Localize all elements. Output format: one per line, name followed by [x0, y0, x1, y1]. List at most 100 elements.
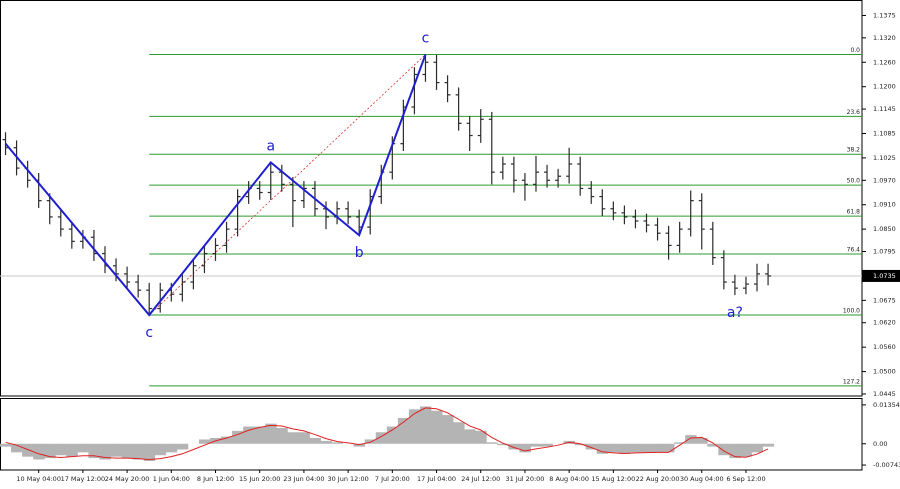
macd-bar	[685, 435, 697, 444]
macd-bar	[364, 439, 377, 444]
y-tick-label: 1.1200	[873, 83, 896, 91]
macd-bar	[419, 406, 432, 444]
macd-bar	[77, 443, 89, 453]
y-tick-label: 1.0970	[873, 176, 896, 184]
y-tick-label: 1.0910	[873, 201, 896, 209]
y-tick-label: 1.1260	[873, 58, 896, 66]
macd-bar	[618, 443, 631, 454]
y2-tick-label: 0.00	[873, 440, 887, 448]
macd-bar	[298, 432, 310, 444]
x-tick-label: 8 Aug 04:00	[549, 475, 589, 483]
x-tick-label: 10 May 04:00	[16, 475, 61, 483]
fib-label: 0.0	[850, 47, 860, 54]
macd-bar	[11, 443, 23, 453]
macd-bar	[497, 443, 509, 446]
macd-bar	[386, 426, 399, 444]
x-tick-label: 17 Jul 04:00	[417, 475, 456, 483]
macd-bar	[320, 440, 332, 444]
wave-label: b	[355, 245, 364, 261]
macd-bar	[464, 429, 476, 444]
macd-bar	[475, 430, 487, 444]
macd-bar	[574, 443, 587, 446]
macd-bar	[751, 443, 763, 453]
y-tick-label: 1.1025	[873, 154, 896, 162]
y2-tick-label: -0.00743	[873, 461, 900, 469]
macd-bar	[629, 443, 642, 453]
x-tick-label: 6 Sep 12:00	[726, 475, 765, 483]
macd-bar	[232, 430, 244, 444]
macd-bar	[88, 443, 100, 459]
macd-bar	[408, 409, 421, 444]
y-tick-label: 1.0675	[873, 296, 896, 304]
macd-bar	[729, 443, 741, 459]
macd-bar	[353, 443, 366, 447]
macd-bar	[287, 432, 299, 444]
main-pane-border	[0, 0, 863, 397]
y-tick-label: 1.1145	[873, 105, 896, 113]
macd-bar	[110, 443, 122, 457]
macd-bar	[707, 443, 719, 447]
x-tick-label: 1 Jun 04:00	[153, 475, 190, 483]
wave-label: a?	[727, 305, 743, 321]
macd-bar	[143, 443, 156, 461]
macd-bar	[453, 422, 465, 444]
x-tick-label: 17 May 12:00	[61, 475, 106, 483]
macd-bar	[176, 443, 189, 450]
macd-bar	[44, 443, 56, 459]
x-tick-label: 30 Jun 12:00	[327, 475, 368, 483]
macd-bar	[607, 443, 620, 453]
x-tick-label: 23 Jun 04:00	[283, 475, 324, 483]
macd-bar	[66, 443, 78, 457]
macd-bar	[663, 443, 675, 453]
current-price-label: 1.0735	[873, 272, 896, 280]
y-tick-label: 1.0445	[873, 390, 896, 398]
macd-bar	[276, 427, 288, 444]
macd-bar	[375, 432, 388, 444]
macd-bar	[22, 443, 34, 457]
macd-bar	[121, 443, 134, 459]
macd-bar	[508, 443, 520, 450]
fib-label: 38.2	[847, 147, 861, 154]
macd-bar	[243, 426, 255, 444]
y2-tick-label: 0.01354	[873, 401, 900, 409]
x-tick-label: 15 Aug 12:00	[591, 475, 635, 483]
macd-bar	[718, 443, 730, 456]
macd-bar	[762, 443, 774, 447]
macd-bar	[541, 443, 553, 447]
macd-bar	[309, 438, 321, 444]
fib-label: 76.4	[847, 246, 861, 253]
fib-label: 23.6	[847, 109, 861, 116]
current-price-box	[862, 269, 900, 282]
macd-signal	[5, 407, 769, 461]
macd-bar	[55, 443, 67, 456]
x-tick-label: 15 Jun 20:00	[239, 475, 280, 483]
fib-label: 61.8	[847, 209, 861, 216]
macd-bar	[265, 423, 277, 444]
macd-bar	[442, 415, 454, 444]
macd-bar	[696, 438, 708, 444]
macd-bar	[33, 443, 45, 460]
y-tick-label: 1.0500	[873, 368, 896, 376]
wave-label: a	[266, 138, 275, 154]
x-tick-label: 8 Jun 12:00	[197, 475, 234, 483]
y-tick-label: 1.0850	[873, 225, 896, 233]
macd-bar	[596, 443, 609, 454]
fib-label: 127.2	[843, 378, 860, 385]
x-tick-label: 31 Jul 20:00	[505, 475, 544, 483]
macd-bar	[740, 443, 752, 457]
fib-label: 50.0	[847, 178, 861, 185]
y-tick-label: 1.0620	[873, 319, 896, 327]
y-tick-label: 1.0560	[873, 343, 896, 351]
x-tick-label: 24 Jul 12:00	[461, 475, 500, 483]
macd-bar	[640, 443, 653, 453]
y-tick-label: 1.1375	[873, 11, 896, 19]
fib-trendline	[148, 54, 426, 316]
macd-bar	[530, 443, 542, 447]
macd-bar	[486, 442, 498, 444]
macd-bar	[652, 443, 664, 453]
y-tick-label: 1.0795	[873, 248, 896, 256]
macd-bar	[0, 443, 12, 447]
wave-label: c	[422, 31, 430, 47]
macd-bar	[132, 443, 145, 460]
macd-bar	[99, 443, 111, 460]
